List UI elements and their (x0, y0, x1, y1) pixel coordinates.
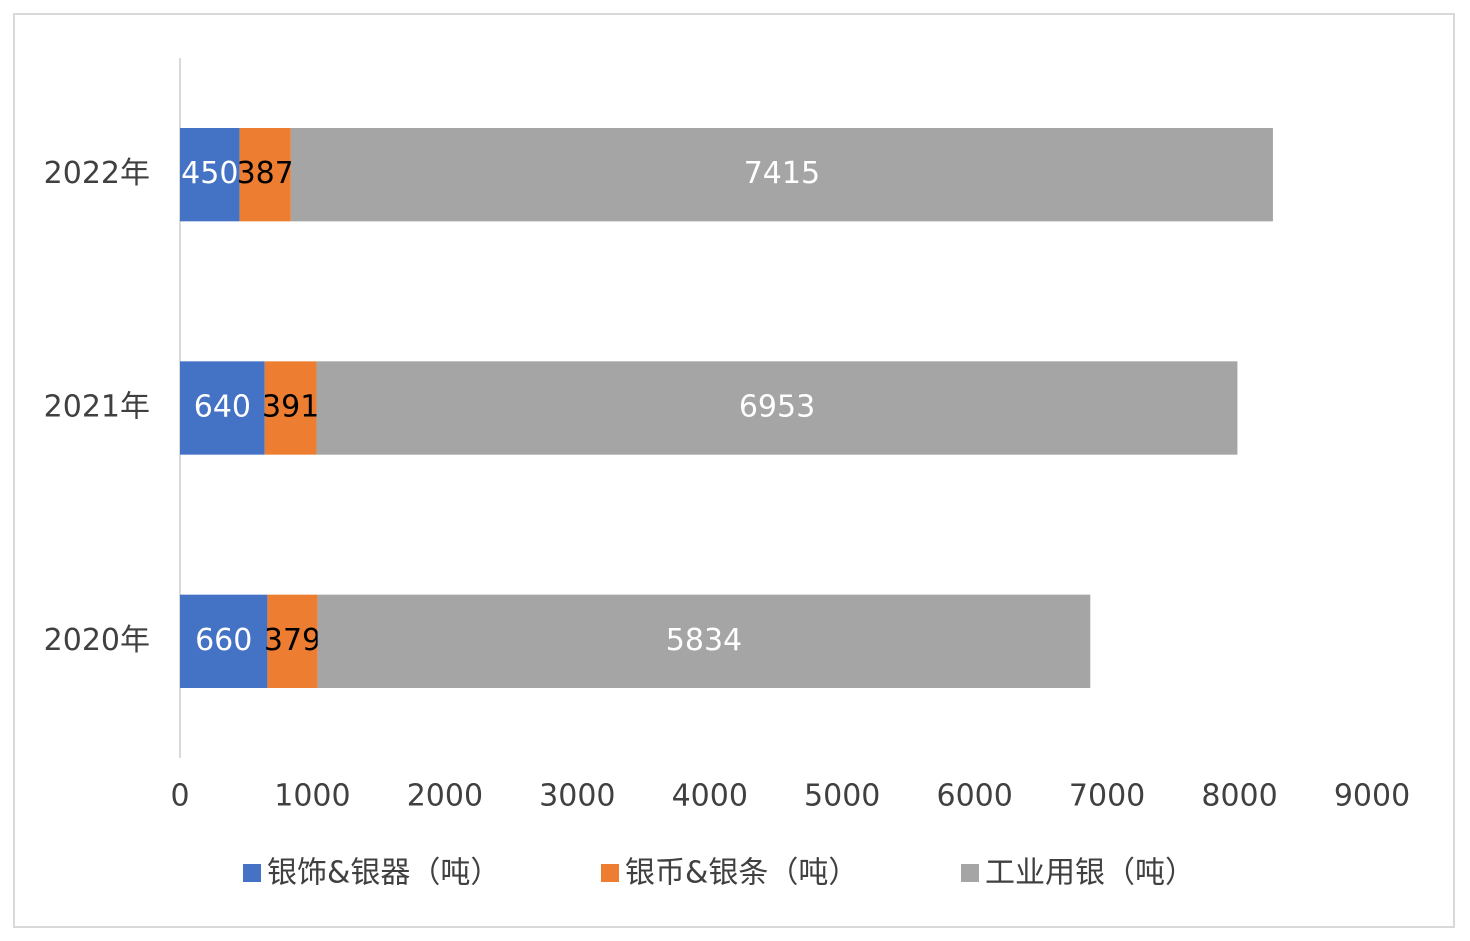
data-label: 640 (194, 390, 251, 425)
data-label: 6953 (739, 390, 815, 425)
legend-swatch (243, 864, 261, 882)
x-tick-label: 1000 (274, 779, 350, 814)
x-tick-label: 7000 (1069, 779, 1145, 814)
x-tick-label: 2000 (407, 779, 483, 814)
bar-segment (317, 594, 1091, 688)
x-tick-label: 5000 (804, 779, 880, 814)
bar-segment (316, 361, 1238, 455)
legend-swatch (961, 864, 979, 882)
data-label: 5834 (666, 623, 742, 658)
data-label: 7415 (744, 156, 820, 191)
bar-segment (180, 361, 265, 455)
y-tick-label: 2022年 (44, 156, 150, 191)
bar-segment (180, 128, 240, 222)
data-label: 391 (262, 390, 319, 425)
x-tick-label: 0 (170, 779, 189, 814)
y-tick-label: 2020年 (44, 623, 150, 658)
bar-segment (239, 128, 291, 222)
bar-segment (180, 594, 268, 688)
legend-label: 银币&银条（吨） (625, 856, 858, 891)
x-tick-label: 4000 (672, 779, 748, 814)
bar-segment (267, 594, 318, 688)
legend-swatch (601, 864, 619, 882)
data-label: 450 (181, 156, 238, 191)
x-tick-label: 9000 (1334, 779, 1410, 814)
legend-label: 银饰&银器（吨） (267, 856, 500, 891)
y-tick-label: 2021年 (44, 390, 150, 425)
legend-label: 工业用银（吨） (985, 856, 1195, 891)
data-label: 387 (237, 156, 294, 191)
x-tick-label: 3000 (539, 779, 615, 814)
x-tick-label: 6000 (936, 779, 1012, 814)
data-label: 379 (264, 623, 321, 658)
bar-segment (290, 128, 1273, 222)
bar-segment (264, 361, 317, 455)
x-tick-label: 8000 (1201, 779, 1277, 814)
data-label: 660 (195, 623, 252, 658)
